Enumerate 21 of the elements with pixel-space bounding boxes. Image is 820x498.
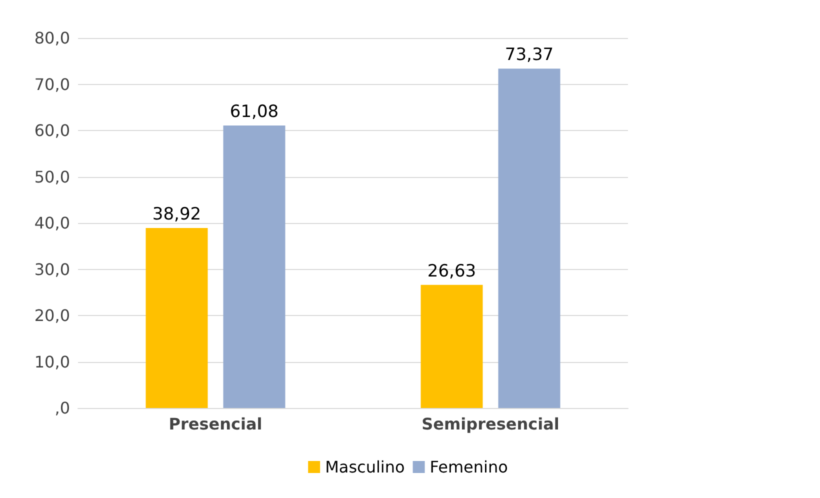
- legend-label: Masculino: [325, 458, 405, 476]
- y-tick-label: 70,0: [34, 74, 70, 94]
- bar: [420, 284, 483, 408]
- y-tick-label: ,0: [54, 398, 70, 418]
- y-tick-label: 20,0: [34, 306, 70, 325]
- y-tick-label: 80,0: [34, 28, 70, 48]
- y-tick-label: 30,0: [34, 260, 70, 279]
- x-tick-label: Presencial: [168, 414, 262, 434]
- data-label: 26,63: [427, 261, 476, 282]
- bar: [146, 228, 208, 408]
- data-label: 61,08: [230, 102, 279, 122]
- bar: [223, 126, 286, 408]
- y-tick-label: 50,0: [34, 167, 70, 186]
- data-label: 73,37: [504, 45, 554, 66]
- y-tick-label: 60,0: [34, 121, 70, 140]
- data-label: 38,92: [152, 204, 202, 224]
- y-tick-label: 10,0: [34, 352, 70, 372]
- legend-label: Femenino: [430, 458, 508, 476]
- y-tick-label: 40,0: [34, 214, 70, 232]
- x-tick-label: Semipresencial: [422, 414, 560, 434]
- bar: [498, 68, 560, 408]
